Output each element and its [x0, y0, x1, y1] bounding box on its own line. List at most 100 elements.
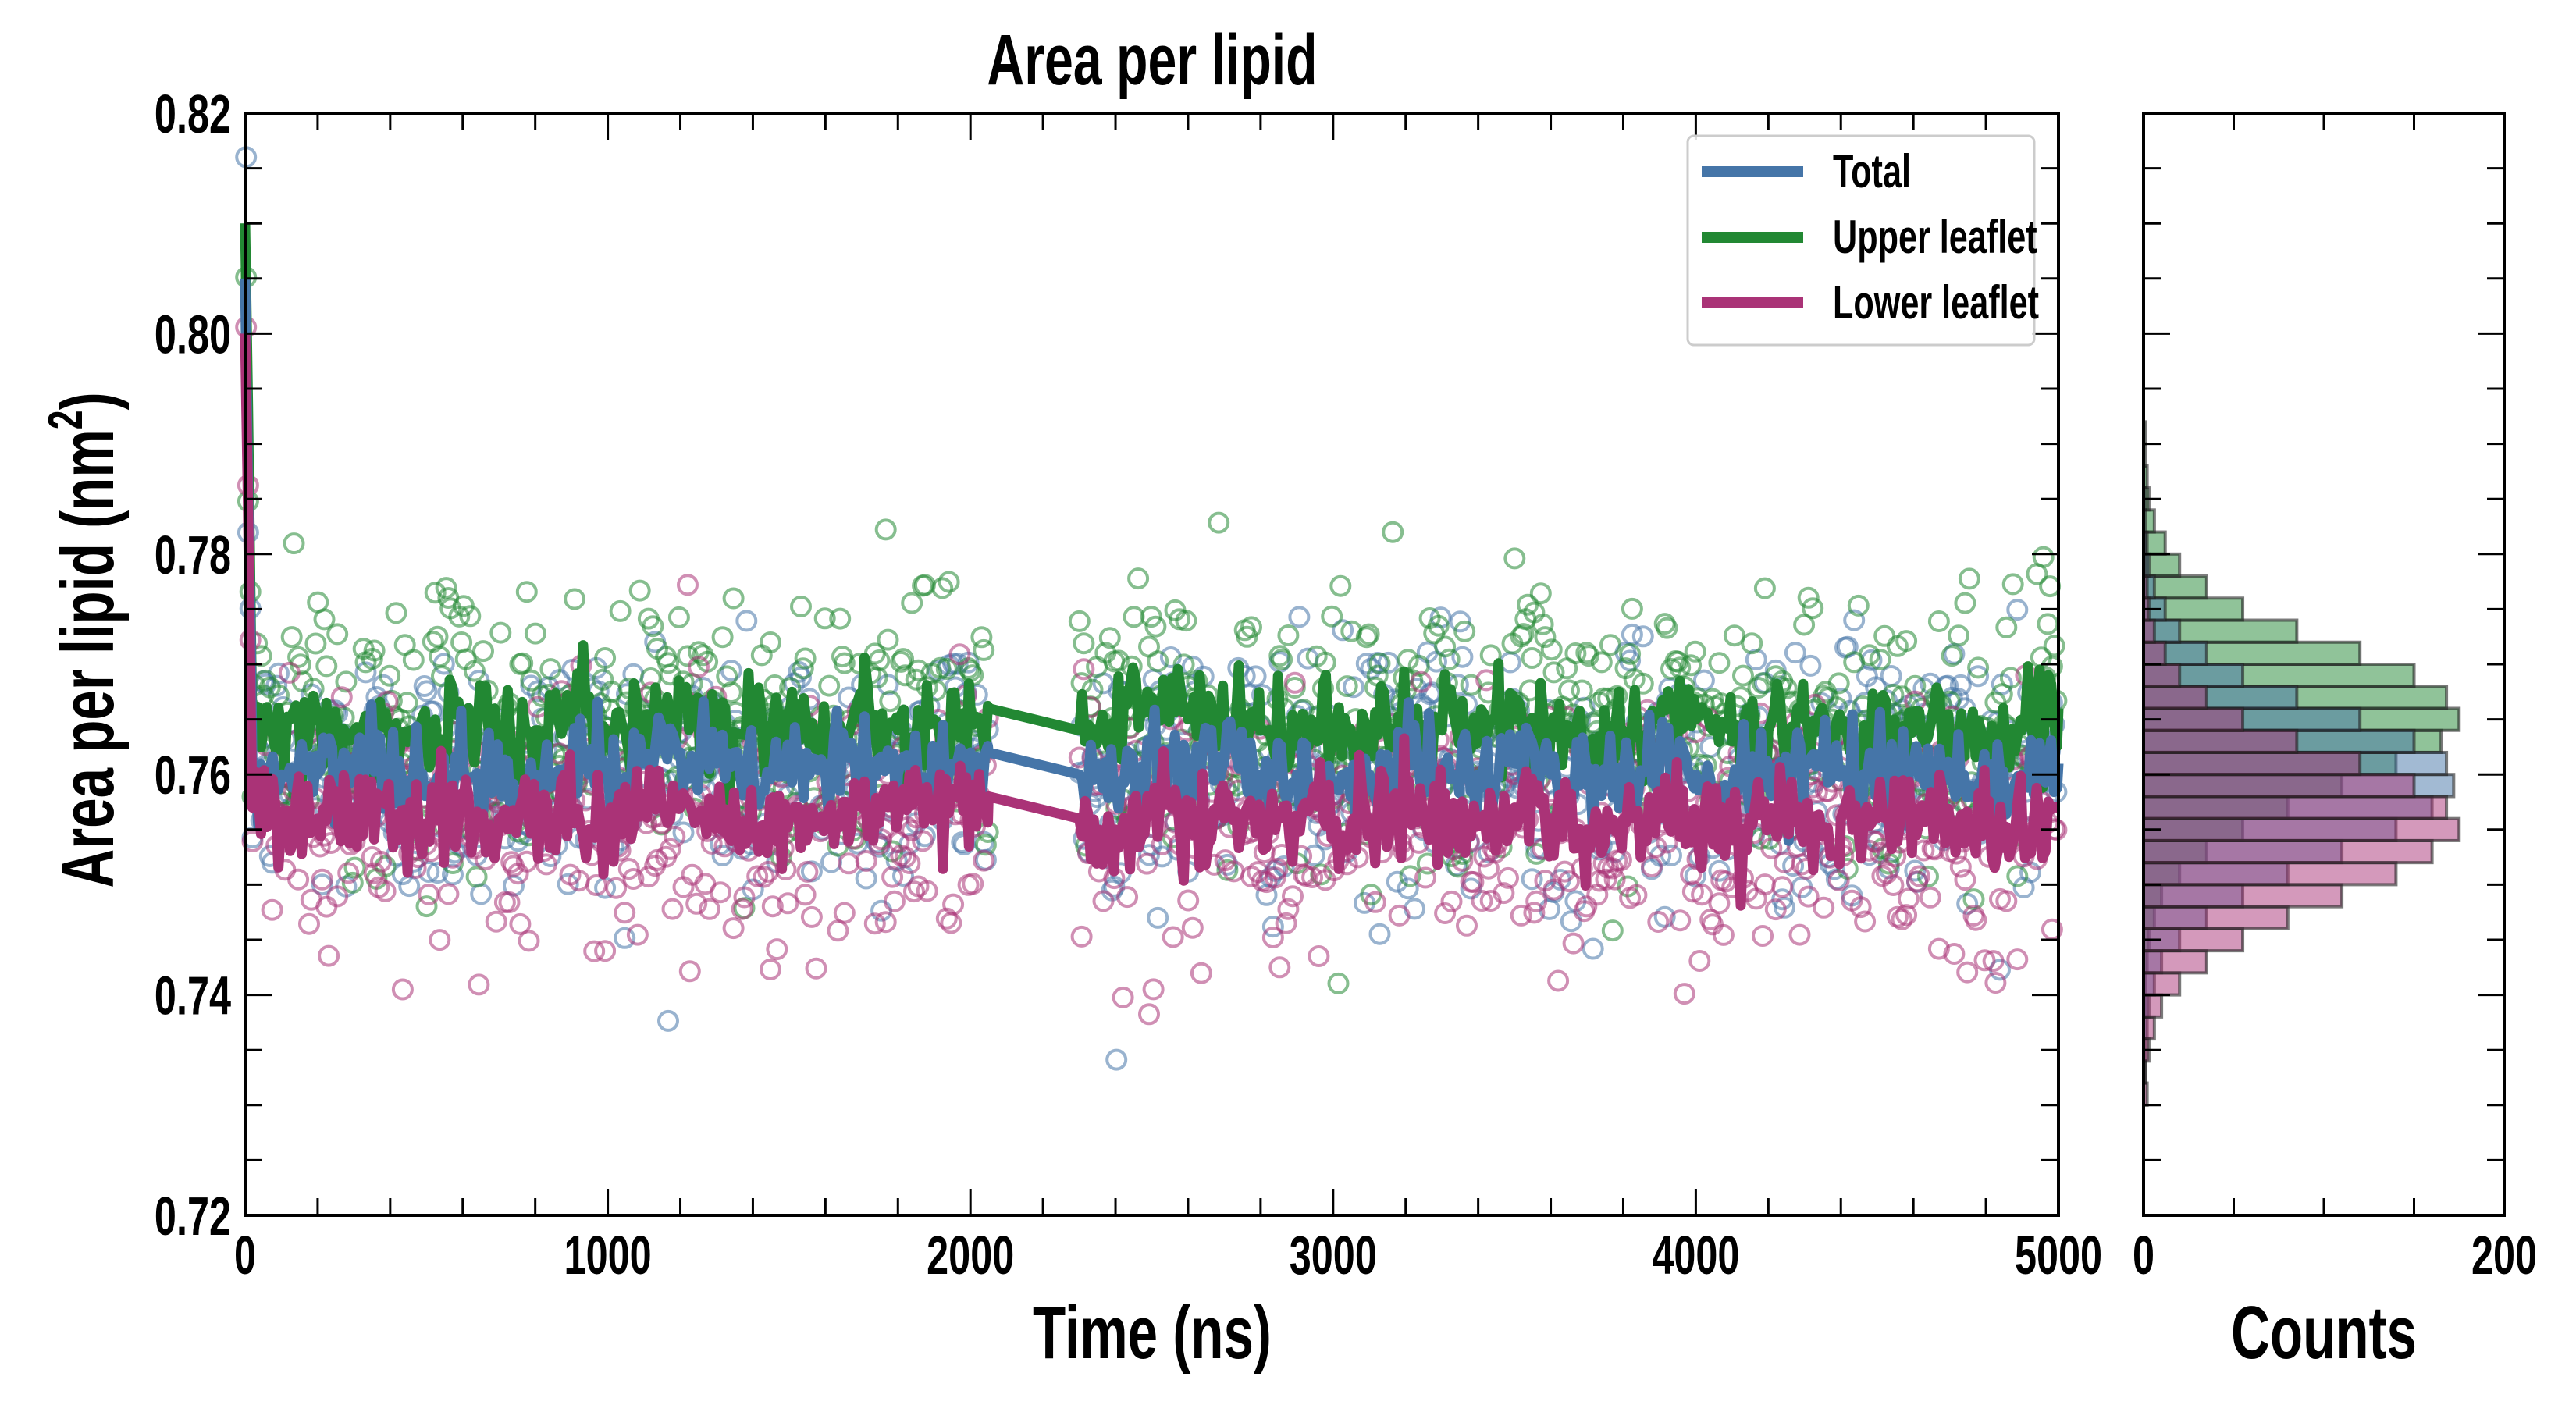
- scatter-point: [1752, 925, 1774, 947]
- scatter-point: [1797, 586, 1820, 609]
- y-tick-label-group: 0.74: [155, 965, 231, 1026]
- scatter-point: [907, 659, 930, 681]
- y-tick-label: 0.82: [155, 84, 231, 144]
- hist-bar: [2142, 685, 2208, 710]
- scatter-point: [1357, 623, 1380, 646]
- scatter-point: [1948, 624, 1969, 647]
- histogram-bars: [2142, 420, 2461, 1107]
- scatter-point: [1177, 889, 1200, 912]
- scatter-point: [435, 577, 457, 599]
- x-tick-label: 2000: [927, 1225, 1014, 1286]
- scatter-point: [1438, 648, 1461, 670]
- scatter-point: [1407, 654, 1430, 677]
- scatter-point: [1813, 896, 1835, 919]
- scatter-point: [326, 885, 349, 908]
- scatter-point: [1368, 653, 1391, 674]
- hist-x-axis-label-group: Counts: [2231, 1290, 2417, 1375]
- legend-label: Lower leaflet: [1833, 277, 2039, 329]
- scatter-point: [1147, 650, 1169, 673]
- scatter-point: [354, 661, 377, 684]
- scatter-point: [1534, 626, 1557, 649]
- legend-label: Upper leaflet: [1833, 212, 2037, 264]
- scatter-point: [1656, 617, 1678, 639]
- scatter-point: [1471, 890, 1493, 912]
- line-lower-leaflet: [240, 333, 2062, 911]
- y-axis-label-group: Area per lipid (nm2): [39, 392, 130, 887]
- scatter-point: [794, 884, 817, 906]
- x-tick-label-group: 4000: [1652, 1225, 1739, 1286]
- scatter-point: [1523, 902, 1546, 924]
- scatter-point: [877, 628, 899, 651]
- scatter-point: [1236, 625, 1258, 648]
- scatter-point: [711, 845, 734, 866]
- y-tick-label-group: 0.76: [155, 745, 231, 806]
- main-ticks: [244, 112, 2060, 1217]
- scatter-point: [374, 880, 397, 902]
- scatter-point: [498, 891, 521, 913]
- hist-bar: [2142, 949, 2208, 975]
- scatter-point: [1105, 1048, 1128, 1071]
- scatter-point: [1965, 909, 1987, 931]
- scatter-point: [1560, 910, 1582, 933]
- scatter-point: [1582, 937, 1604, 960]
- scatter-point: [1869, 649, 1891, 670]
- y-tick-label-group: 0.80: [155, 304, 231, 365]
- scatter-point: [583, 940, 606, 962]
- y-axis-label-close: ): [45, 392, 130, 410]
- scatter-point: [833, 652, 856, 674]
- scatter-point: [1995, 616, 2018, 638]
- scatter-point: [1984, 972, 2007, 994]
- scatter-point: [463, 660, 486, 682]
- scatter-point: [733, 886, 756, 909]
- hist-bar: [2142, 883, 2344, 909]
- scatter-point: [1386, 870, 1408, 893]
- scatter-point: [605, 877, 628, 899]
- scatter-point: [1208, 511, 1230, 534]
- scatter-point: [564, 588, 586, 610]
- scatter-point: [1460, 674, 1482, 696]
- scatter-point: [874, 911, 897, 934]
- scatter-point: [1073, 632, 1095, 655]
- y-tick-label: 0.78: [155, 525, 231, 585]
- scatter-point: [622, 868, 645, 890]
- scatter-point: [805, 957, 827, 980]
- scatter-point: [1895, 904, 1918, 927]
- hist-x-tick-label: 0: [2133, 1225, 2154, 1286]
- scatter-point: [1904, 674, 1927, 697]
- scatter-point: [1771, 876, 1794, 898]
- scatter-point: [1723, 624, 1745, 647]
- scatter-point: [657, 652, 679, 674]
- scatter-point: [766, 938, 788, 961]
- scatter-point: [459, 605, 482, 628]
- scatter-point: [667, 606, 690, 628]
- scatter-point: [1747, 677, 1770, 699]
- scatter-point: [1802, 597, 1824, 620]
- scatter-point: [442, 863, 464, 886]
- scatter-point: [415, 680, 438, 702]
- scatter-point: [1073, 658, 1095, 681]
- scatter-point: [1136, 852, 1158, 875]
- scatter-point: [1827, 672, 1850, 695]
- scatter-point: [313, 608, 336, 631]
- scatter-point: [415, 895, 438, 918]
- scatter-point: [813, 607, 836, 630]
- scatter-point: [874, 518, 897, 541]
- scatter-point: [2006, 948, 2029, 971]
- scatter-point: [1575, 895, 1598, 918]
- scatter-point: [1453, 620, 1476, 642]
- scatter-point: [298, 912, 320, 935]
- scatter-point: [1558, 679, 1580, 702]
- legend: Total Upper leaflet Lower leaflet: [1686, 134, 2039, 347]
- scatter-point: [1092, 890, 1115, 912]
- scatter-point: [761, 895, 784, 918]
- scatter-point: [2032, 546, 2055, 568]
- histogram-plot: [2142, 112, 2506, 1217]
- y-tick-label: 0.76: [155, 745, 231, 806]
- scatter-point: [518, 930, 540, 952]
- scatter-point: [1827, 869, 1850, 891]
- scatter-point: [1456, 914, 1478, 937]
- scatter-point: [465, 866, 488, 888]
- scatter-point: [1190, 962, 1212, 984]
- scatter-point: [343, 856, 366, 879]
